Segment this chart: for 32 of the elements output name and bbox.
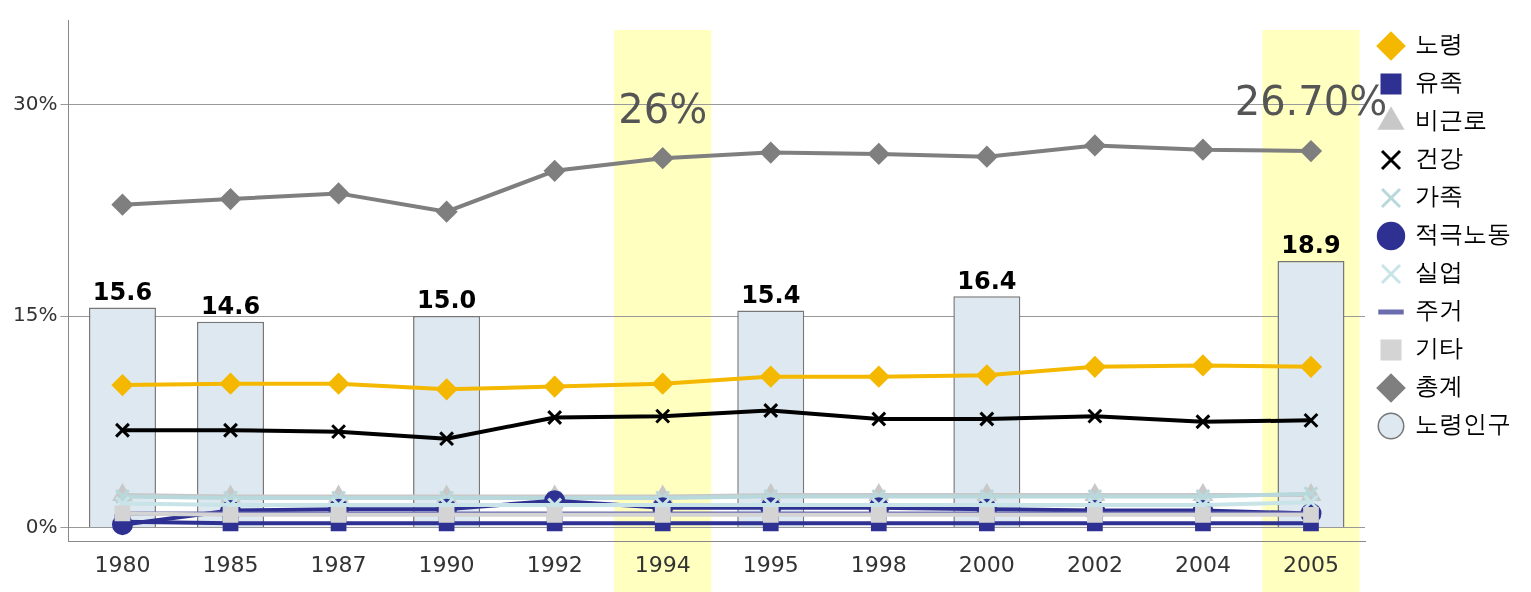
legend-label: 기타 bbox=[1415, 334, 1463, 363]
x-tick-label: 1995 bbox=[742, 551, 799, 577]
data-label: 15.4 bbox=[741, 280, 801, 309]
x-tick-label: 2005 bbox=[1282, 551, 1339, 577]
data-label: 18.9 bbox=[1281, 231, 1341, 260]
legend-label: 총계 bbox=[1415, 372, 1463, 401]
legend-label: 주거 bbox=[1415, 296, 1463, 325]
x-tick-label: 1980 bbox=[94, 551, 151, 577]
legend-label: 가족 bbox=[1415, 182, 1463, 211]
legend-label: 건강 bbox=[1415, 144, 1463, 173]
y-tick-label: 15% bbox=[13, 302, 58, 327]
data-label: 16.4 bbox=[957, 266, 1017, 295]
legend-label: 실업 bbox=[1415, 258, 1463, 287]
x-tick-label: 1994 bbox=[634, 551, 691, 577]
x-tick-label: 2002 bbox=[1066, 551, 1123, 577]
x-tick-label: 2004 bbox=[1174, 551, 1231, 577]
x-tick-label: 1990 bbox=[418, 551, 475, 577]
legend-label: 적극노동 bbox=[1415, 220, 1511, 249]
x-tick-label: 1985 bbox=[202, 551, 259, 577]
legend-label: 노령 bbox=[1415, 30, 1463, 59]
y-tick-label: 30% bbox=[13, 90, 58, 115]
data-label: 14.6 bbox=[200, 291, 261, 320]
legend-label: 유족 bbox=[1415, 68, 1463, 97]
x-tick-label: 1992 bbox=[526, 551, 583, 577]
legend-label: 노령인구 bbox=[1415, 410, 1511, 439]
data-label: 15.6 bbox=[92, 277, 153, 306]
x-tick-label: 1998 bbox=[850, 551, 907, 577]
y-tick-label: 0% bbox=[25, 513, 58, 538]
x-tick-label: 1987 bbox=[310, 551, 367, 577]
data-label: 15.0 bbox=[417, 286, 477, 315]
x-tick-label: 2000 bbox=[958, 551, 1015, 577]
legend-label: 비근로 bbox=[1415, 106, 1487, 135]
